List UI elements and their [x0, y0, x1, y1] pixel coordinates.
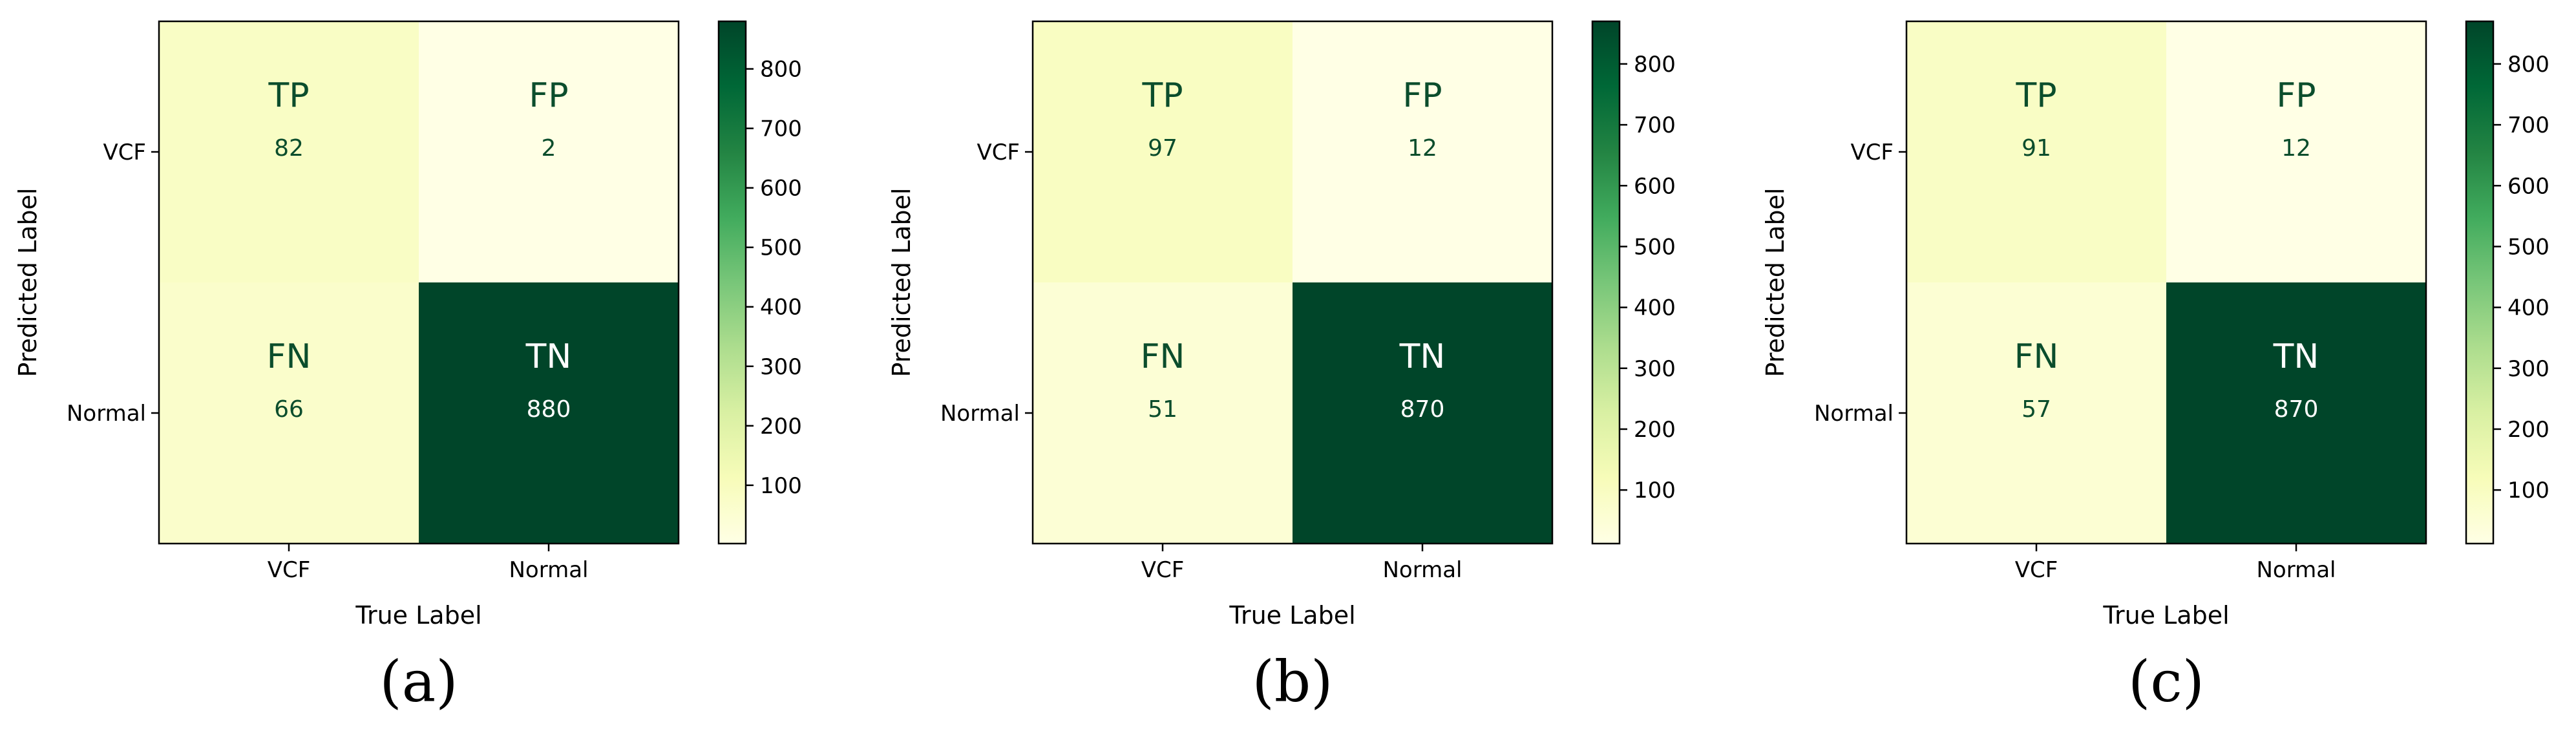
x-tick-label: Normal	[509, 557, 588, 583]
colorbar-tick-label: 800	[1634, 52, 1676, 78]
colorbar-tick-label: 600	[760, 176, 802, 202]
colorbar-tick-label: 500	[1634, 234, 1676, 260]
colorbar-tick-label: 400	[1634, 295, 1676, 321]
matrix-cell-tp	[1033, 21, 1293, 282]
x-tick-label: VCF	[2015, 557, 2058, 583]
y-axis-title: Predicted Label	[1761, 188, 1789, 377]
colorbar-tick-label: 400	[760, 295, 802, 321]
colorbar-tick-label: 700	[760, 116, 802, 142]
cell-value-fn: 51	[1148, 396, 1177, 423]
cell-label-fp: FP	[529, 76, 568, 115]
y-tick-label: Normal	[940, 401, 1020, 427]
x-axis-title: True Label	[355, 601, 481, 630]
y-axis-title: Predicted Label	[887, 188, 916, 377]
confusion-matrix-panel-2: TP 97 FP 12 FN 51 TN 870 VCF Normal VCF Normal True …	[887, 20, 1676, 715]
panel-caption: (b)	[1252, 648, 1333, 715]
matrix-cell-fp	[2166, 21, 2426, 282]
cell-value-fn: 66	[274, 396, 304, 423]
colorbar-tick-label: 700	[1634, 112, 1676, 138]
panel-caption: (a)	[379, 648, 458, 715]
cell-label-fp: FP	[1402, 76, 1442, 115]
colorbar-tick-label: 100	[1634, 478, 1676, 503]
colorbar-tick-label: 200	[2507, 417, 2550, 443]
colorbar-tick-label: 100	[760, 473, 802, 499]
y-tick-label: VCF	[977, 140, 1020, 165]
colorbar-tick-label: 800	[760, 57, 802, 83]
matrix-cell-fn	[1906, 282, 2166, 544]
y-tick-label: Normal	[1814, 401, 1894, 427]
cell-label-tp: TP	[1141, 76, 1183, 115]
colorbar-tick-label: 300	[2507, 356, 2550, 382]
matrix-frame	[1905, 20, 2427, 545]
cell-value-tp: 97	[1148, 135, 1177, 162]
colorbar	[2465, 20, 2495, 545]
colorbar-tick-label: 500	[760, 235, 802, 261]
colorbar-tick-label: 200	[760, 414, 802, 440]
cell-label-tn: TN	[2273, 337, 2319, 376]
matrix-cell-tp	[1906, 21, 2166, 282]
matrix-cell-tn	[1293, 282, 1552, 544]
cell-label-fp: FP	[2276, 76, 2316, 115]
y-tick-label: VCF	[1850, 140, 1894, 165]
colorbar-tick-label: 700	[2507, 112, 2550, 138]
cell-value-fp: 12	[1408, 135, 1437, 162]
confusion-matrix-panel-1: TP 82 FP 2 FN 66 TN 880 VCF Normal VCF Normal True L…	[14, 20, 802, 715]
cell-label-fn: FN	[1141, 337, 1185, 376]
y-tick-label: VCF	[103, 140, 146, 165]
cell-value-fn: 57	[2022, 396, 2051, 423]
cell-label-tp: TP	[268, 76, 309, 115]
colorbar-tick-label: 600	[2507, 173, 2550, 199]
y-axis-title: Predicted Label	[14, 188, 42, 377]
matrix-cell-fn	[1033, 282, 1293, 544]
colorbar-tick-label: 800	[2507, 52, 2550, 78]
cell-label-fn: FN	[2014, 337, 2059, 376]
x-tick-label: Normal	[2256, 557, 2336, 583]
cell-value-tp: 91	[2022, 135, 2051, 162]
cell-value-tn: 880	[527, 396, 571, 423]
colorbar-tick-label: 300	[1634, 356, 1676, 382]
colorbar-tick-label: 100	[2507, 478, 2550, 503]
confusion-matrix-panel-3: TP 91 FP 12 FN 57 TN 870 VCF Normal VCF Normal True …	[1761, 20, 2550, 715]
matrix-cell-fn	[159, 282, 419, 544]
cell-value-tn: 870	[1400, 396, 1445, 423]
colorbar-tick-label: 300	[760, 354, 802, 380]
x-tick-label: VCF	[1141, 557, 1185, 583]
matrix-cell-fp	[1293, 21, 1552, 282]
cell-value-tn: 870	[2274, 396, 2319, 423]
colorbar-tick-label: 600	[1634, 173, 1676, 199]
panel-caption: (c)	[2128, 648, 2204, 715]
x-tick-label: VCF	[268, 557, 311, 583]
cell-value-fp: 12	[2281, 135, 2311, 162]
cell-value-fp: 2	[542, 135, 556, 162]
colorbar-tick-label: 200	[1634, 417, 1676, 443]
matrix-cell-tp	[159, 21, 419, 282]
cell-label-tp: TP	[2015, 76, 2056, 115]
colorbar	[717, 20, 747, 545]
matrix-cell-tn	[2166, 282, 2426, 544]
cell-label-fn: FN	[267, 337, 311, 376]
colorbar	[1591, 20, 1621, 545]
cell-label-tn: TN	[1399, 337, 1446, 376]
matrix-cell-tn	[419, 282, 679, 544]
colorbar-tick-label: 400	[2507, 295, 2550, 321]
matrix-cell-fp	[419, 21, 679, 282]
matrix-frame	[1031, 20, 1554, 545]
y-tick-label: Normal	[67, 401, 146, 427]
cell-label-tn: TN	[525, 337, 572, 376]
matrix-frame	[158, 20, 680, 545]
x-tick-label: Normal	[1382, 557, 1462, 583]
cell-value-tp: 82	[274, 135, 304, 162]
x-axis-title: True Label	[2102, 601, 2229, 630]
x-axis-title: True Label	[1229, 601, 1355, 630]
colorbar-tick-label: 500	[2507, 234, 2550, 260]
